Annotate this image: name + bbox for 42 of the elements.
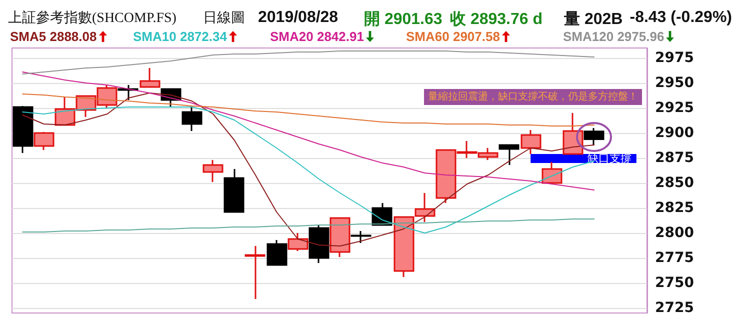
candlestick (350, 230, 372, 244)
candlestick (498, 144, 520, 166)
text: SMA10 2872.34 (133, 29, 228, 44)
text: 開 2901.63 (364, 10, 442, 30)
y-tick-label: 2900 (655, 125, 694, 141)
y-tick-label: 2775 (655, 250, 694, 266)
text: 量 202B (564, 10, 623, 30)
y-tick-label: 2800 (655, 225, 694, 241)
candlestick (520, 129, 542, 155)
text: 收 2893.76 d (450, 10, 542, 30)
y-tick-label: 2725 (655, 300, 694, 316)
candlestick (288, 232, 308, 252)
line-series (22, 50, 595, 74)
y-tick-label: 2975 (655, 50, 694, 66)
chart-subtitle: 日線圖 (203, 10, 245, 27)
y-tick-label: 2825 (655, 200, 694, 216)
annotation: 量縮拉回震盪，缺口支撐不破，仍是多方控盤！ (428, 90, 638, 102)
candlestick (266, 239, 288, 266)
candlestick (584, 127, 604, 146)
candlestick (308, 224, 330, 264)
text: 2019/08/28 (258, 9, 338, 27)
y-tick-label: 2750 (655, 275, 694, 291)
y-tick-label: 2875 (655, 150, 694, 166)
candlestick (542, 161, 562, 184)
candlestick (34, 131, 54, 151)
candlestick (140, 67, 160, 88)
text: SMA20 2842.91 (270, 29, 365, 44)
text: SMA5 2888.08 (10, 29, 98, 44)
candlestick (202, 159, 224, 183)
candlestick (224, 168, 244, 213)
y-tick-label: 2850 (655, 175, 694, 191)
candlestick (244, 245, 266, 300)
chart-title: 上証參考指數(SHCOMP.FS) (8, 10, 176, 27)
candlestick (182, 105, 202, 132)
candlestick (12, 105, 34, 154)
line-series (22, 218, 595, 232)
series-label: SMA120 2975.96 (563, 29, 666, 44)
text: SMA60 2907.58 (406, 29, 501, 44)
y-tick-label: 2950 (655, 75, 694, 91)
y-tick-label: 2925 (655, 100, 694, 116)
candlestick (330, 217, 350, 258)
text: -8.43 (-0.29%) (630, 9, 732, 27)
